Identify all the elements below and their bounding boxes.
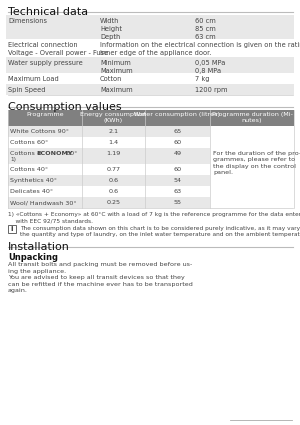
Text: Cottons +: Cottons + <box>10 151 44 156</box>
Bar <box>145 110 210 126</box>
Bar <box>145 197 210 208</box>
Text: 60: 60 <box>173 140 181 145</box>
Bar <box>210 186 294 197</box>
Bar <box>6 15 294 39</box>
Text: Unpacking: Unpacking <box>8 253 58 262</box>
Text: Minimum
Maximum: Minimum Maximum <box>100 60 133 74</box>
Bar <box>210 126 294 137</box>
Text: Wool/ Handwash 30°: Wool/ Handwash 30° <box>10 200 76 205</box>
Bar <box>145 164 210 175</box>
Text: Energy consumption
(KWh): Energy consumption (KWh) <box>80 112 147 123</box>
Bar <box>82 137 145 148</box>
Bar <box>8 225 16 233</box>
Text: 1): 1) <box>10 157 16 162</box>
Text: 0.6: 0.6 <box>108 178 118 183</box>
Text: 0.6: 0.6 <box>108 189 118 194</box>
Bar <box>210 197 294 208</box>
Text: Cottons 60°: Cottons 60° <box>10 140 48 145</box>
Bar <box>210 164 294 175</box>
Bar <box>82 175 145 186</box>
Text: Electrical connection
Voltage - Overall power - Fuse: Electrical connection Voltage - Overall … <box>8 42 108 56</box>
Text: All transit bolts and packing must be removed before us-
ing the appliance.
You : All transit bolts and packing must be re… <box>8 262 193 293</box>
Bar <box>8 225 16 233</box>
Text: 54: 54 <box>173 178 181 183</box>
Text: i: i <box>11 226 13 232</box>
Text: Installation: Installation <box>8 242 70 252</box>
Bar <box>82 186 145 197</box>
Bar <box>210 175 294 186</box>
Bar <box>8 197 82 208</box>
Text: 55: 55 <box>173 200 181 205</box>
Text: Width
Height
Depth: Width Height Depth <box>100 18 122 40</box>
Text: 60: 60 <box>173 167 181 172</box>
Text: 60 cm
85 cm
63 cm: 60 cm 85 cm 63 cm <box>195 18 216 40</box>
Bar <box>6 73 294 84</box>
Bar <box>6 57 294 73</box>
Text: Programme: Programme <box>26 112 64 117</box>
Text: The consumption data shown on this chart is to be considered purely indicative, : The consumption data shown on this chart… <box>20 226 300 237</box>
Text: Programme duration (Mi-
nutes): Programme duration (Mi- nutes) <box>212 112 292 123</box>
Bar <box>145 137 210 148</box>
Text: For the duration of the pro-
grammes, please refer to
the display on the control: For the duration of the pro- grammes, pl… <box>213 151 300 175</box>
Bar <box>210 110 294 126</box>
Text: 60°: 60° <box>64 151 77 156</box>
Bar <box>8 175 82 186</box>
Text: Maximum: Maximum <box>100 87 133 93</box>
Bar <box>82 126 145 137</box>
Bar <box>210 148 294 164</box>
Bar <box>8 164 82 175</box>
Bar <box>82 197 145 208</box>
Bar <box>82 110 145 126</box>
Text: 0.77: 0.77 <box>106 167 121 172</box>
Bar <box>8 148 82 164</box>
Text: 63: 63 <box>173 189 181 194</box>
Text: Water consumption (litres): Water consumption (litres) <box>134 112 220 117</box>
Text: 1) «Cottons + Economy» at 60°C with a load of 7 kg is the reference programme fo: 1) «Cottons + Economy» at 60°C with a lo… <box>8 212 300 223</box>
Bar <box>8 186 82 197</box>
Bar <box>82 148 145 164</box>
Text: 1200 rpm: 1200 rpm <box>195 87 227 93</box>
Text: ECONOMY: ECONOMY <box>36 151 73 156</box>
Text: 0,05 MPa
0,8 MPa: 0,05 MPa 0,8 MPa <box>195 60 225 74</box>
Text: 2.1: 2.1 <box>108 129 118 134</box>
Text: Maximum Load: Maximum Load <box>8 76 59 82</box>
Bar <box>145 148 210 164</box>
Text: Water supply pressure: Water supply pressure <box>8 60 83 66</box>
Text: White Cottons 90°: White Cottons 90° <box>10 129 69 134</box>
Text: 1.19: 1.19 <box>106 151 121 156</box>
Bar <box>8 110 82 126</box>
Bar <box>145 126 210 137</box>
Text: Cottons 40°: Cottons 40° <box>10 167 48 172</box>
Bar <box>82 164 145 175</box>
Text: Technical data: Technical data <box>8 7 88 17</box>
Text: 7 kg: 7 kg <box>195 76 209 82</box>
Bar <box>210 137 294 148</box>
Bar <box>145 186 210 197</box>
Text: 49: 49 <box>173 151 181 156</box>
Bar <box>8 126 82 137</box>
Text: Cotton: Cotton <box>100 76 122 82</box>
Bar <box>8 137 82 148</box>
Text: Synthetics 40°: Synthetics 40° <box>10 178 57 183</box>
Text: 65: 65 <box>173 129 181 134</box>
Text: 1.4: 1.4 <box>108 140 118 145</box>
Text: Consumption values: Consumption values <box>8 102 122 112</box>
Text: Information on the electrical connection is given on the rating plate, on the
in: Information on the electrical connection… <box>100 42 300 56</box>
Bar <box>6 84 294 95</box>
Text: 0.25: 0.25 <box>106 200 121 205</box>
Text: Spin Speed: Spin Speed <box>8 87 46 93</box>
Text: Delicates 40°: Delicates 40° <box>10 189 53 194</box>
Bar <box>6 39 294 57</box>
Bar <box>145 175 210 186</box>
Text: Dimensions: Dimensions <box>8 18 47 24</box>
